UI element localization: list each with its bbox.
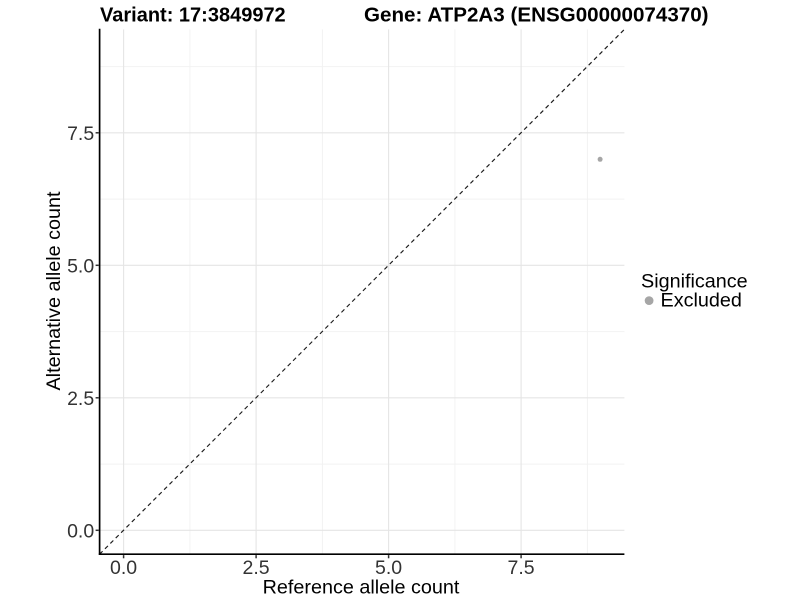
svg-text:5.0: 5.0 <box>67 256 94 278</box>
svg-text:7.5: 7.5 <box>508 557 535 579</box>
svg-text:0.0: 0.0 <box>67 521 94 543</box>
svg-text:Reference allele count: Reference allele count <box>263 577 460 599</box>
svg-text:Excluded: Excluded <box>661 290 742 312</box>
svg-text:5.0: 5.0 <box>375 557 402 579</box>
svg-text:2.5: 2.5 <box>243 557 270 579</box>
svg-text:Variant: 17:3849972: Variant: 17:3849972 <box>100 5 286 27</box>
svg-text:0.0: 0.0 <box>110 557 137 579</box>
svg-text:Gene: ATP2A3 (ENSG00000074370): Gene: ATP2A3 (ENSG00000074370) <box>364 4 709 27</box>
svg-text:2.5: 2.5 <box>67 388 94 410</box>
svg-text:Significance: Significance <box>641 271 748 293</box>
svg-text:Alternative allele count: Alternative allele count <box>43 191 65 391</box>
svg-text:7.5: 7.5 <box>67 123 94 145</box>
